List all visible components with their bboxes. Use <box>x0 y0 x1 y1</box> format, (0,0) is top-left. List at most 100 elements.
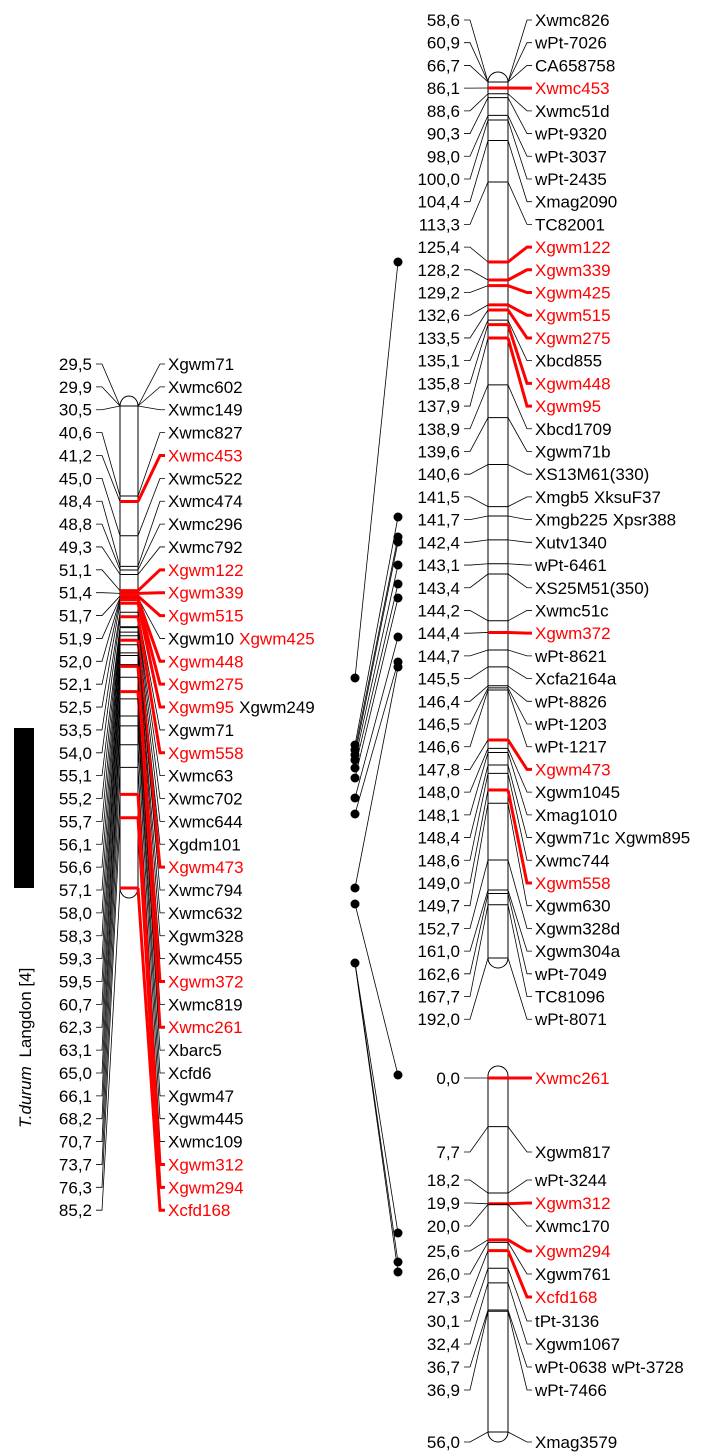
position-connector <box>464 632 489 634</box>
marker-name: wPt-9320 <box>534 125 607 144</box>
marker-name: wPt-8071 <box>534 1010 607 1029</box>
marker-name: Xwmc602 <box>168 378 243 397</box>
marker-position: 40,6 <box>59 424 92 443</box>
position-connector <box>96 691 121 1028</box>
position-connector <box>464 246 489 263</box>
position-connector <box>464 417 489 452</box>
marker-name-part: Xgwm122 <box>168 561 244 580</box>
marker-name-part: Xbcd855 <box>535 352 602 371</box>
marker-position: 128,2 <box>417 261 460 280</box>
position-connector <box>464 93 489 112</box>
marker-name: Xwmc63 <box>168 767 233 786</box>
marker-name-part: Xgwm1067 <box>535 1335 620 1354</box>
marker-position: 30,5 <box>59 401 92 420</box>
marker-name-part: Xwmc522 <box>168 469 243 488</box>
marker-name-part: Xwmc702 <box>168 790 243 809</box>
name-connector <box>507 957 532 1020</box>
name-connector <box>137 744 165 1120</box>
marker-name-part: TC82001 <box>535 215 605 234</box>
marker-name: Xwmc794 <box>168 881 243 900</box>
marker-position: 41,2 <box>59 446 92 465</box>
marker-name-part: Xcfd168 <box>168 1201 230 1220</box>
marker-name-part: Xbarc5 <box>168 1041 222 1060</box>
name-connector <box>507 904 532 997</box>
marker-name-part: Xgwm312 <box>535 1194 611 1213</box>
marker-position: 129,2 <box>417 284 460 303</box>
name-connector <box>507 685 532 702</box>
marker-position: 36,7 <box>427 1358 460 1377</box>
marker-name: TC82001 <box>535 215 605 234</box>
marker-position: 57,1 <box>59 881 92 900</box>
name-connector <box>507 320 532 362</box>
name-connector <box>507 752 532 816</box>
marker-name-part: Xwmc455 <box>168 950 243 969</box>
marker-name: Xmgb225 Xpsr388 <box>535 511 676 530</box>
marker-name-part: Xgwm895 <box>615 829 691 848</box>
marker-name: wPt-1217 <box>534 738 607 757</box>
position-connector <box>464 324 489 384</box>
marker-name: Xgwm95 Xgwm249 <box>168 698 315 717</box>
position-connector <box>464 1204 489 1227</box>
cultivar-name: Langdon <box>16 991 35 1057</box>
name-connector <box>137 612 165 731</box>
marker-position: 48,4 <box>59 492 92 511</box>
marker-position: 32,4 <box>427 1335 460 1354</box>
chromosome-body <box>487 1065 509 1443</box>
marker-position: 63,1 <box>59 1041 92 1060</box>
name-connector <box>137 594 165 618</box>
name-connector <box>506 337 532 408</box>
marker-position: 36,9 <box>427 1381 460 1400</box>
position-connector <box>464 539 489 543</box>
position-connector <box>96 715 121 1074</box>
homology-line <box>354 636 399 799</box>
marker-name: wPt-0638 wPt-3728 <box>534 1358 684 1377</box>
name-connector <box>507 764 532 838</box>
marker-name-part: wPt-8071 <box>534 1010 607 1029</box>
position-connector <box>464 515 489 521</box>
position-connector <box>464 739 489 770</box>
marker-name: Xgwm445 <box>168 1110 244 1129</box>
name-connector <box>507 893 532 975</box>
marker-position: 49,3 <box>59 538 92 557</box>
name-connector <box>137 644 165 891</box>
marker-name-part: Xgwm372 <box>168 972 244 991</box>
name-connector <box>507 97 532 134</box>
marker-name-part: wPt-6461 <box>534 556 607 575</box>
consensus-linkage-map-lower: 0,0 Xwmc261 7,7 Xgwm817 18,2 wPt-3244 19,9 Xgwm… <box>427 1065 684 1452</box>
marker-position: 144,2 <box>417 601 460 620</box>
position-connector <box>464 1242 489 1275</box>
position-connector <box>96 612 121 731</box>
marker-name-part: Xgwm304a <box>535 942 621 961</box>
homology-line <box>354 261 399 679</box>
name-connector <box>137 591 165 595</box>
position-connector <box>464 1268 489 1322</box>
name-connector <box>137 698 165 1051</box>
name-connector <box>507 689 532 748</box>
marker-position: 60,9 <box>427 34 460 53</box>
position-connector <box>464 1250 489 1298</box>
marker-name: wPt-7466 <box>534 1381 607 1400</box>
homology-line <box>354 962 399 1234</box>
name-connector <box>507 268 532 282</box>
position-connector <box>464 789 489 884</box>
marker-name: TC81096 <box>535 988 605 1007</box>
marker-name-part: Xwmc63 <box>168 767 233 786</box>
marker-name-part: Xgwm558 <box>535 874 611 893</box>
marker-name-part: wPt-1217 <box>534 738 607 757</box>
marker-name-part: Xcfd6 <box>168 1064 211 1083</box>
langdon-anchor-dot <box>350 673 360 683</box>
marker-name: Xgwm630 <box>535 897 611 916</box>
marker-position: 65,0 <box>59 1064 92 1083</box>
position-connector <box>464 803 489 907</box>
species-name: T.durum <box>16 1066 35 1128</box>
marker-name-part: Xgwm448 <box>168 652 244 671</box>
marker-position: 161,0 <box>417 942 460 961</box>
consensus-anchor-dot <box>393 662 403 672</box>
consensus-linkage-map-upper: 58,6 Xwmc826 60,9 wPt-7026 66,7 CA658758 86,1 X… <box>417 11 690 1029</box>
consensus-anchor-dot <box>393 1267 403 1277</box>
name-connector <box>137 405 165 411</box>
name-connector <box>137 546 165 575</box>
marker-name-part: Xgwm328d <box>535 919 620 938</box>
marker-name: wPt-7026 <box>534 34 607 53</box>
marker-name-part: XS25M51(350) <box>535 579 649 598</box>
